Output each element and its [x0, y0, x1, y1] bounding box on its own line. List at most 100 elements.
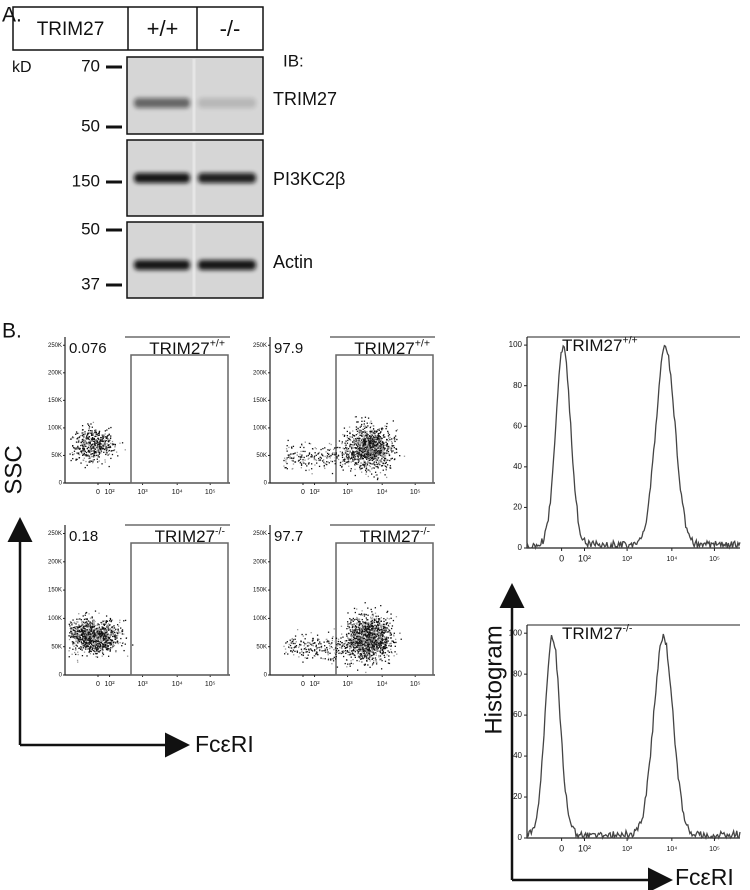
event-dot	[73, 636, 74, 637]
x-axis-label: FcεRI	[195, 731, 254, 757]
event-dot	[390, 447, 391, 448]
event-dot	[365, 432, 366, 433]
event-dot	[330, 460, 331, 461]
event-dot	[377, 459, 378, 460]
event-dot	[375, 445, 376, 446]
event-dot	[113, 625, 114, 626]
event-dot	[108, 645, 109, 646]
event-dot	[353, 640, 354, 641]
event-dot	[93, 446, 94, 447]
event-dot	[370, 451, 371, 452]
event-dot	[293, 460, 294, 461]
event-dot	[100, 622, 101, 623]
event-dot	[366, 638, 367, 639]
event-dot	[366, 641, 367, 642]
event-dot	[112, 628, 113, 629]
event-dot	[100, 650, 101, 651]
event-dot	[79, 454, 80, 455]
event-dot	[372, 663, 373, 664]
event-dot	[357, 421, 358, 422]
event-dot	[365, 463, 366, 464]
event-dot	[79, 638, 80, 639]
event-dot	[393, 635, 394, 636]
event-dot	[347, 623, 348, 624]
event-dot	[339, 644, 340, 645]
event-dot	[99, 444, 100, 445]
event-dot	[289, 458, 290, 459]
event-dot	[92, 648, 93, 649]
event-dot	[294, 651, 295, 652]
event-dot	[113, 444, 114, 445]
event-dot	[321, 650, 322, 651]
event-dot	[378, 619, 379, 620]
event-dot	[360, 430, 361, 431]
event-dot	[376, 661, 377, 662]
event-dot	[336, 656, 337, 657]
event-dot	[376, 636, 377, 637]
event-dot	[89, 635, 90, 636]
event-dot	[92, 646, 93, 647]
event-dot	[117, 642, 118, 643]
event-dot	[366, 459, 367, 460]
event-dot	[113, 644, 114, 645]
event-dot	[91, 430, 92, 431]
event-dot	[72, 635, 73, 636]
event-dot	[88, 632, 89, 633]
event-dot	[390, 613, 391, 614]
event-dot	[393, 655, 394, 656]
event-dot	[340, 465, 341, 466]
event-dot	[315, 459, 316, 460]
event-dot	[356, 426, 357, 427]
event-dot	[101, 642, 102, 643]
event-dot	[348, 466, 349, 467]
event-dot	[341, 466, 342, 467]
event-dot	[119, 620, 120, 621]
event-dot	[355, 612, 356, 613]
event-dot	[87, 649, 88, 650]
kd-label: kD	[12, 59, 32, 76]
event-dot	[85, 441, 86, 442]
event-dot	[284, 458, 285, 459]
event-dot	[391, 643, 392, 644]
event-dot	[380, 459, 381, 460]
event-dot	[355, 462, 356, 463]
event-dot	[322, 455, 323, 456]
event-dot	[368, 476, 369, 477]
event-dot	[341, 443, 342, 444]
event-dot	[369, 452, 370, 453]
event-dot	[360, 628, 361, 629]
event-dot	[99, 452, 100, 453]
y-tick-label: 80	[513, 381, 522, 390]
event-dot	[294, 452, 295, 453]
event-dot	[363, 450, 364, 451]
event-dot	[314, 456, 315, 457]
event-dot	[352, 641, 353, 642]
event-dot	[111, 630, 112, 631]
event-dot	[99, 631, 100, 632]
event-dot	[72, 452, 73, 453]
event-dot	[346, 636, 347, 637]
y-tick-label: 200K	[48, 370, 62, 376]
event-dot	[307, 651, 308, 652]
hist-x-axis-label: FcεRI	[675, 864, 734, 890]
event-dot	[103, 628, 104, 629]
event-dot	[105, 644, 106, 645]
event-dot	[307, 642, 308, 643]
event-dot	[349, 450, 350, 451]
event-dot	[76, 635, 77, 636]
event-dot	[342, 651, 343, 652]
event-dot	[75, 641, 76, 642]
event-dot	[301, 454, 302, 455]
event-dot	[374, 439, 375, 440]
event-dot	[116, 451, 117, 452]
event-dot	[97, 631, 98, 632]
event-dot	[373, 437, 374, 438]
event-dot	[87, 456, 88, 457]
event-dot	[82, 445, 83, 446]
event-dot	[346, 628, 347, 629]
event-dot	[380, 472, 381, 473]
event-dot	[87, 618, 88, 619]
event-dot	[353, 454, 354, 455]
event-dot	[286, 463, 287, 464]
event-dot	[285, 461, 286, 462]
